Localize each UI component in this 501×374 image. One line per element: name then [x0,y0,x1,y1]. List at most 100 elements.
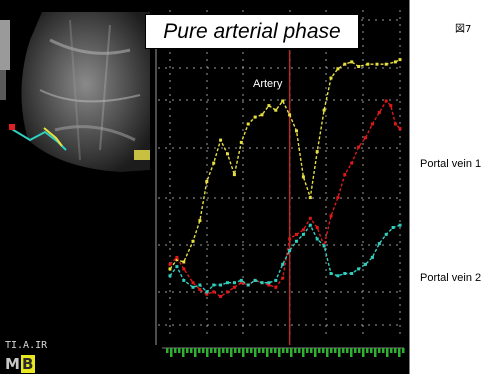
artery-point [198,219,202,223]
figure-label: 図7 [455,24,472,35]
time-tick [254,348,257,357]
time-tick [222,348,225,353]
time-tick [394,348,397,353]
mb-logo: MB [5,355,36,373]
portal-vein-2-point [315,237,319,241]
portal-vein-1-point [239,281,243,285]
artery-point [226,152,229,156]
portal-vein-1-point [212,290,216,294]
artery-point [301,175,305,179]
time-tick [290,348,293,357]
time-tick [358,348,361,353]
portal-vein-1-point [336,196,340,200]
portal-vein-1-label: Portal vein 1 [420,158,482,170]
portal-vein-1-point [370,122,374,126]
portal-vein-1-point [343,173,347,177]
artery-point [375,62,379,66]
ultrasound-image [0,12,150,172]
portal-vein-1-point [288,237,292,241]
time-tick [282,348,285,353]
time-tick [402,348,405,353]
time-tick [178,348,181,353]
artery-point [168,267,172,271]
portal-vein-1-point [205,292,209,296]
time-tick [246,348,249,353]
portal-vein-1-point [198,288,202,292]
portal-vein-2-label: Portal vein 2 [420,272,482,284]
time-tick [230,348,233,357]
portal-vein-1-point [168,262,172,266]
artery-point [329,76,333,80]
artery-point [253,115,257,119]
portal-vein-1-point [267,283,271,287]
time-tick [202,348,205,353]
logo-right-letter: B [20,355,36,373]
time-tick [166,348,169,353]
time-tick [350,348,353,357]
portal-vein-2-point [267,281,271,285]
time-tick [318,348,321,353]
time-tick [310,348,313,353]
portal-vein-1-point [182,267,186,271]
time-tick [274,348,277,353]
time-tick [226,348,229,353]
portal-vein-2-point [322,244,326,248]
time-tick [250,348,253,353]
portal-vein-1-line [169,99,401,298]
time-tick [298,348,301,353]
portal-vein-1-point [377,111,381,114]
artery-point [205,180,209,183]
portal-vein-1-point [350,161,354,165]
time-tick [294,348,297,353]
portal-vein-2-point [274,278,278,282]
portal-vein-1-point [315,226,319,229]
portal-vein-1-point [329,214,333,218]
artery-point [336,67,340,71]
time-tick [366,348,369,353]
time-tick [306,348,309,353]
time-tick [182,348,185,357]
grid-vertical [169,10,401,335]
time-tick [342,348,345,353]
portal-vein-1-point [175,255,179,259]
artery-point [191,239,195,243]
time-tick [382,348,385,353]
portal-vein-2-point [295,239,298,243]
artery-point [366,62,370,66]
portal-vein-2-point [288,249,292,252]
body-mark-text: TI.A.IR [5,340,48,351]
chart-title: Pure arterial phase [145,14,359,49]
time-tick [238,348,241,353]
portal-vein-2-point [175,265,179,269]
time-tick [322,348,325,353]
portal-vein-2-point [398,223,402,227]
time-tick [370,348,373,353]
time-tick [278,348,281,357]
time-tick [270,348,273,353]
artery-point [212,161,216,165]
portal-vein-2-point [281,262,285,266]
portal-vein-2-point [226,281,229,285]
time-tick [378,348,381,353]
artery-point [357,65,361,68]
portal-vein-1-point [301,228,305,232]
artery-point [246,122,250,126]
portal-vein-2-point [212,283,216,287]
portal-vein-2-point [198,283,202,287]
artery-point [295,129,298,133]
portal-vein-2-point [260,281,264,285]
artery-point [350,60,354,64]
portal-vein-1-point [393,122,397,126]
time-tick [326,348,329,357]
series-layer [168,58,402,298]
time-tick [194,348,197,357]
portal-vein-2-point [253,278,257,282]
artery-point [182,260,186,264]
artery-label: Artery [253,78,283,90]
portal-vein-2-point [364,262,367,266]
portal-vein-2-point [168,274,172,278]
time-tick [334,348,337,353]
time-tick [198,348,201,353]
portal-vein-2-point [329,272,333,275]
